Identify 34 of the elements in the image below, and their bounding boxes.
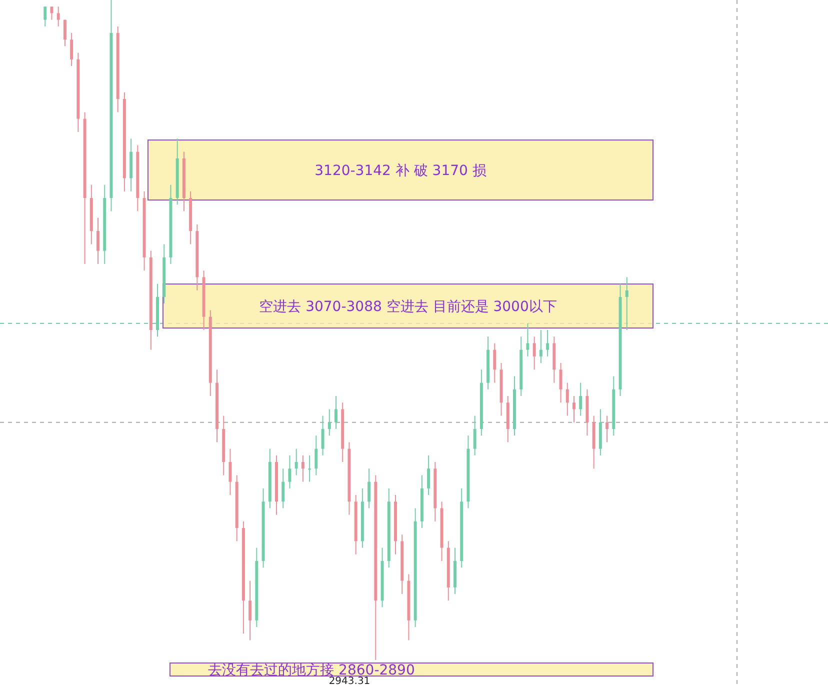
candlestick — [606, 415, 609, 443]
candlestick — [328, 408, 331, 436]
candlestick — [301, 454, 304, 482]
candlestick — [70, 32, 74, 66]
candlestick — [526, 322, 530, 357]
candlestick — [473, 415, 476, 456]
candlestick — [228, 448, 232, 496]
candlestick — [625, 276, 628, 330]
candlestick — [308, 454, 312, 482]
candlestick — [288, 454, 292, 489]
candlestick — [63, 19, 66, 47]
annotation: 3120-3142 补 破 3170 损 — [314, 163, 486, 179]
candlestick — [96, 217, 100, 264]
annotation: 空进去 3070-3088 空进去 目前还是 3000以下 — [259, 299, 557, 315]
candlestick — [427, 454, 430, 496]
candlestick — [566, 382, 569, 416]
candlestick — [579, 382, 582, 416]
candlestick — [539, 330, 542, 364]
candlestick — [248, 580, 252, 641]
candlestick — [294, 448, 298, 476]
candlestick — [50, 6, 54, 20]
candlestick — [559, 362, 562, 404]
candlestick — [368, 468, 371, 509]
candlestick — [532, 336, 536, 370]
candlestick — [493, 342, 496, 384]
candlestick — [321, 415, 324, 456]
candlestick — [44, 6, 47, 27]
text: 2943.31 — [328, 676, 370, 687]
candlestick — [546, 330, 550, 357]
candlestick — [56, 6, 60, 27]
candlestick — [572, 396, 576, 423]
candlestick — [334, 396, 338, 430]
candlestick — [282, 468, 285, 509]
candlestick — [314, 435, 318, 476]
